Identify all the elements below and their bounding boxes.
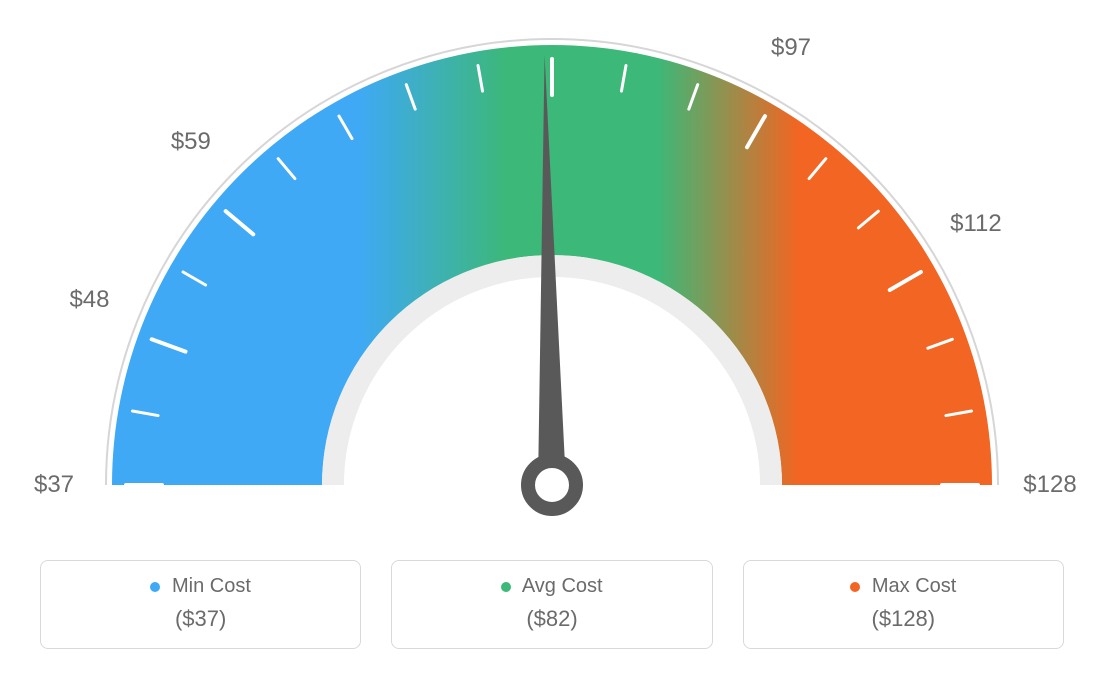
legend-card-max: Max Cost ($128) [743,560,1064,649]
legend-card-min: Min Cost ($37) [40,560,361,649]
gauge-chart: $37 $48 $59 $82 $97 $112 $128 [0,0,1104,560]
gauge-tick-label: $112 [950,210,1002,238]
gauge-tick-label: $97 [771,34,811,62]
dot-icon [850,582,860,592]
gauge-tick-label: $128 [1023,471,1076,499]
legend-title-max: Max Cost [744,575,1063,598]
legend-value-min: ($37) [41,606,360,632]
gauge-tick-label: $82 [523,0,563,1]
legend-label-avg: Avg Cost [522,575,603,597]
legend-title-avg: Avg Cost [392,575,711,598]
gauge-tick-label: $37 [34,471,74,499]
dot-icon [150,582,160,592]
legend-value-avg: ($82) [392,606,711,632]
gauge-tick-label: $48 [69,286,109,314]
legend-title-min: Min Cost [41,575,360,598]
legend-row: Min Cost ($37) Avg Cost ($82) Max Cost (… [0,560,1104,649]
gauge-tick-label: $59 [171,128,211,156]
dot-icon [501,582,511,592]
legend-card-avg: Avg Cost ($82) [391,560,712,649]
legend-label-min: Min Cost [172,575,251,597]
gauge-svg [0,0,1104,560]
legend-label-max: Max Cost [872,575,956,597]
legend-value-max: ($128) [744,606,1063,632]
